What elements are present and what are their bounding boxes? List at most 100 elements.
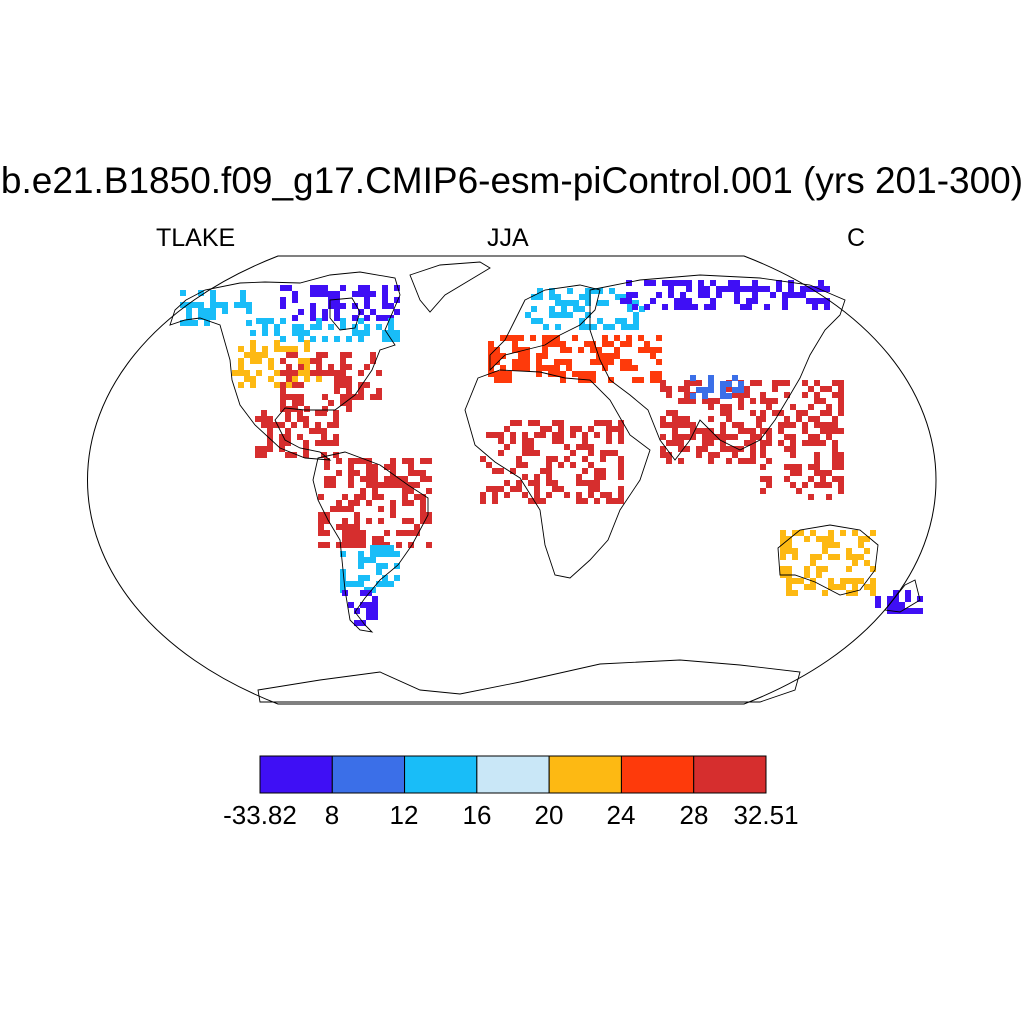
field-cell <box>766 404 772 410</box>
field-cell <box>621 318 627 324</box>
field-cell <box>632 304 638 310</box>
field-cell <box>656 359 662 365</box>
field-cell <box>494 353 500 359</box>
field-cell <box>732 422 738 428</box>
field-cell <box>832 416 838 422</box>
field-cell <box>778 380 784 386</box>
field-cell <box>512 365 518 371</box>
field-cell <box>656 335 662 341</box>
field-cell <box>564 492 570 498</box>
field-cell <box>618 468 624 474</box>
field-cell <box>893 596 899 602</box>
field-cell <box>644 341 650 347</box>
field-cell <box>328 291 334 297</box>
field-cell <box>690 393 696 399</box>
field-cell <box>800 286 806 292</box>
field-cell <box>632 365 638 371</box>
field-cell <box>756 380 762 386</box>
field-cell <box>366 614 372 620</box>
field-cell <box>584 341 590 347</box>
field-cell <box>579 294 585 300</box>
field-cell <box>408 500 414 506</box>
field-cell <box>808 434 814 440</box>
field-cell <box>760 398 766 404</box>
field-cell <box>388 581 394 587</box>
field-cell <box>506 335 512 341</box>
field-cell <box>492 498 498 504</box>
field-cell <box>618 498 624 504</box>
field-cell <box>426 476 432 482</box>
field-cell <box>824 286 830 292</box>
field-cell <box>594 498 600 504</box>
field-cell <box>792 590 798 596</box>
field-cell <box>620 359 626 365</box>
field-cell <box>304 340 310 346</box>
field-cell <box>708 440 714 446</box>
field-cell <box>554 341 560 347</box>
field-cell <box>420 512 426 518</box>
field-cell <box>536 359 542 365</box>
field-cell <box>626 280 632 286</box>
field-cell <box>292 297 298 303</box>
field-cell <box>704 286 710 292</box>
field-cell <box>292 370 298 376</box>
field-cell <box>744 392 750 398</box>
field-cell <box>788 286 794 292</box>
field-cell <box>714 452 720 458</box>
field-cell <box>578 347 584 353</box>
field-cell <box>911 608 917 614</box>
field-cell <box>567 288 573 294</box>
field-cell <box>298 382 304 388</box>
field-cell <box>820 422 826 428</box>
field-cell <box>348 602 354 608</box>
field-cell <box>576 426 582 432</box>
field-cell <box>790 464 796 470</box>
field-cell <box>796 464 802 470</box>
field-cell <box>662 304 668 310</box>
field-cell <box>786 548 792 554</box>
field-cell <box>650 371 656 377</box>
field-cell <box>384 464 390 470</box>
field-cell <box>810 530 816 536</box>
field-cell <box>626 298 632 304</box>
field-cell <box>204 308 210 314</box>
field-cell <box>322 352 328 358</box>
field-cell <box>606 498 612 504</box>
field-cell <box>590 347 596 353</box>
field-cell <box>334 376 340 382</box>
field-cell <box>384 482 390 488</box>
field-cell <box>708 381 714 387</box>
field-cell <box>510 468 516 474</box>
field-cell <box>792 530 798 536</box>
field-cell <box>560 347 566 353</box>
field-cell <box>340 303 346 309</box>
field-cell <box>318 512 324 518</box>
field-cell <box>322 370 328 376</box>
field-cell <box>204 320 210 326</box>
field-cell <box>720 434 726 440</box>
field-cell <box>334 291 340 297</box>
field-cell <box>210 308 216 314</box>
field-cell <box>522 438 528 444</box>
field-cell <box>315 410 321 416</box>
field-cell <box>766 428 772 434</box>
field-cell <box>268 376 274 382</box>
field-cell <box>340 400 346 406</box>
field-cell <box>346 394 352 400</box>
field-cell <box>810 560 816 566</box>
field-cell <box>726 416 732 422</box>
field-cell <box>358 551 364 557</box>
field-cell <box>672 440 678 446</box>
field-cell <box>358 330 364 336</box>
field-cell <box>786 584 792 590</box>
field-cell <box>588 492 594 498</box>
field-cell <box>893 590 899 596</box>
field-cell <box>626 292 632 298</box>
field-cell <box>358 557 364 563</box>
field-cell <box>304 358 310 364</box>
field-cell <box>498 468 504 474</box>
field-cell <box>766 476 772 482</box>
field-cell <box>620 365 626 371</box>
field-cell <box>222 308 228 314</box>
field-cell <box>286 376 292 382</box>
